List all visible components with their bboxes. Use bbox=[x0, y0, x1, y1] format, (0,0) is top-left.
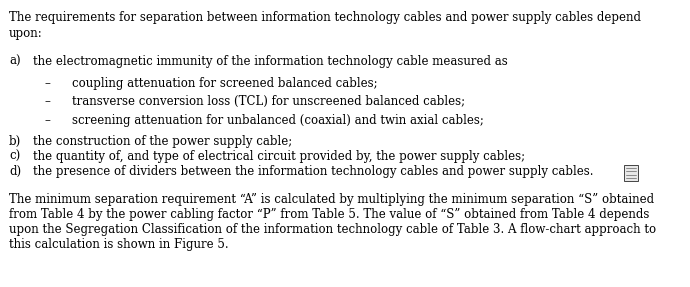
Text: The minimum separation requirement “A” is calculated by multiplying the minimum : The minimum separation requirement “A” i… bbox=[9, 193, 654, 206]
Text: coupling attenuation for screened balanced cables;: coupling attenuation for screened balanc… bbox=[72, 77, 378, 90]
Text: –: – bbox=[45, 77, 51, 90]
Text: from Table 4 by the power cabling factor “P” from Table 5. The value of “S” obta: from Table 4 by the power cabling factor… bbox=[9, 208, 649, 221]
Text: upon:: upon: bbox=[9, 27, 43, 40]
Text: c): c) bbox=[9, 150, 20, 163]
Text: upon the Segregation Classification of the information technology cable of Table: upon the Segregation Classification of t… bbox=[9, 223, 656, 236]
Text: the quantity of, and type of electrical circuit provided by, the power supply ca: the quantity of, and type of electrical … bbox=[33, 150, 525, 163]
Text: d): d) bbox=[9, 165, 21, 178]
Text: the presence of dividers between the information technology cables and power sup: the presence of dividers between the inf… bbox=[33, 165, 593, 178]
Text: –: – bbox=[45, 95, 51, 108]
FancyBboxPatch shape bbox=[624, 165, 638, 181]
Text: this calculation is shown in Figure 5.: this calculation is shown in Figure 5. bbox=[9, 238, 228, 251]
Text: transverse conversion loss (TCL) for unscreened balanced cables;: transverse conversion loss (TCL) for uns… bbox=[72, 95, 466, 108]
Text: The requirements for separation between information technology cables and power : The requirements for separation between … bbox=[9, 11, 641, 24]
Text: a): a) bbox=[9, 55, 21, 68]
Text: the electromagnetic immunity of the information technology cable measured as: the electromagnetic immunity of the info… bbox=[33, 55, 508, 68]
Text: –: – bbox=[45, 114, 51, 127]
Text: b): b) bbox=[9, 135, 21, 148]
Text: the construction of the power supply cable;: the construction of the power supply cab… bbox=[33, 135, 293, 148]
Text: screening attenuation for unbalanced (coaxial) and twin axial cables;: screening attenuation for unbalanced (co… bbox=[72, 114, 484, 127]
